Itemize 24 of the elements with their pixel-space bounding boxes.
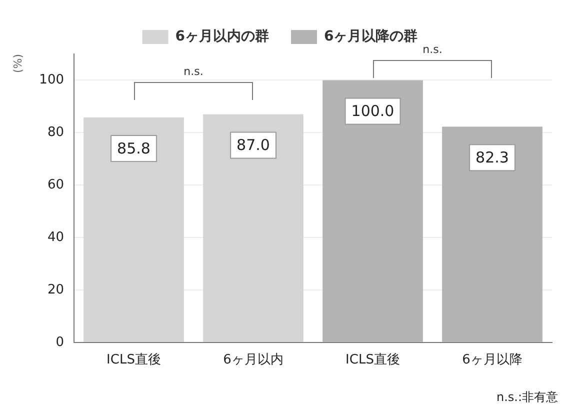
bar — [442, 126, 542, 342]
data-label: 85.8 — [117, 139, 150, 158]
y-tick-label: 80 — [47, 125, 64, 140]
legend-label: 6ヶ月以降の群 — [324, 28, 418, 45]
y-tick-label: 20 — [47, 282, 64, 298]
x-tick-label: 6ヶ月以降 — [462, 352, 522, 368]
x-tick-label: ICLS直後 — [106, 352, 161, 368]
y-tick-label: 0 — [56, 334, 64, 350]
y-tick-label: 60 — [47, 177, 64, 192]
annotation: n.s. — [182, 65, 204, 78]
x-tick-label: ICLS直後 — [346, 352, 400, 368]
bar — [322, 80, 423, 342]
y-tick-label: 40 — [47, 230, 64, 245]
bar — [203, 114, 304, 342]
y-tick-label: 100 — [39, 72, 64, 88]
data-label: 87.0 — [236, 136, 270, 154]
data-label: 82.3 — [476, 148, 509, 167]
bar — [84, 117, 184, 342]
annotation: n.s. — [422, 43, 444, 56]
y-axis-title: (%) — [11, 54, 24, 74]
legend-label: 6ヶ月以内の群 — [175, 28, 270, 45]
text: n.s.:非有意 — [496, 389, 558, 406]
data-label: 100.0 — [351, 102, 394, 120]
x-tick-label: 6ヶ月以内 — [223, 352, 284, 368]
